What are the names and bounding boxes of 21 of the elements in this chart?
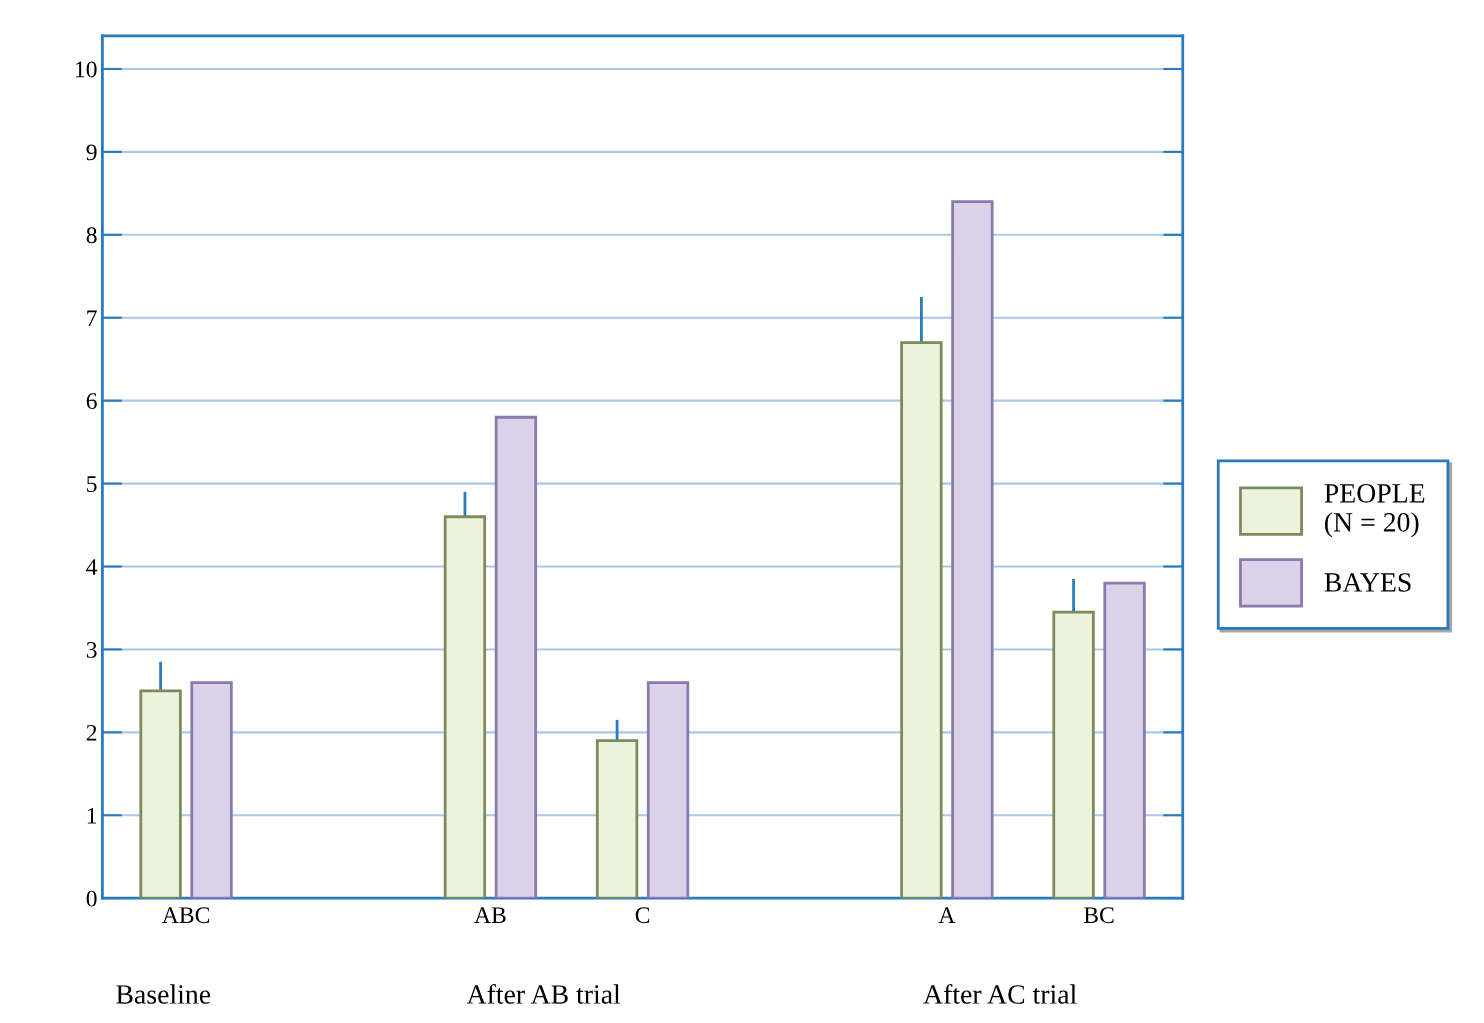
y-tick-label: 5 bbox=[87, 476, 97, 493]
text: After AB trial bbox=[466, 984, 621, 1004]
text: After AC trial bbox=[923, 984, 1077, 1004]
y-tick-label: 10 bbox=[76, 61, 97, 78]
x-tick-label: BC bbox=[1083, 907, 1114, 924]
text: Baseline bbox=[116, 984, 211, 1004]
y-tick-label: 3 bbox=[86, 641, 97, 658]
y-tick-label: 2 bbox=[86, 724, 97, 741]
x-tick-label: C bbox=[635, 907, 650, 924]
y-tick-label: 1 bbox=[87, 807, 97, 824]
y-tick-label: 0 bbox=[86, 890, 97, 907]
x-tick-label: A bbox=[938, 907, 956, 923]
y-tick-label: 7 bbox=[87, 310, 97, 326]
x-tick-label: ABC bbox=[162, 907, 210, 924]
y-tick-label: 9 bbox=[86, 144, 97, 161]
y-tick-label: 8 bbox=[86, 227, 97, 244]
y-tick-label: 6 bbox=[86, 393, 97, 410]
legend-label: PEOPLE (N = 20) bbox=[1324, 484, 1425, 538]
y-tick-label: 4 bbox=[86, 559, 98, 575]
x-tick-label: AB bbox=[474, 907, 506, 923]
legend-label: BAYES bbox=[1324, 573, 1411, 592]
